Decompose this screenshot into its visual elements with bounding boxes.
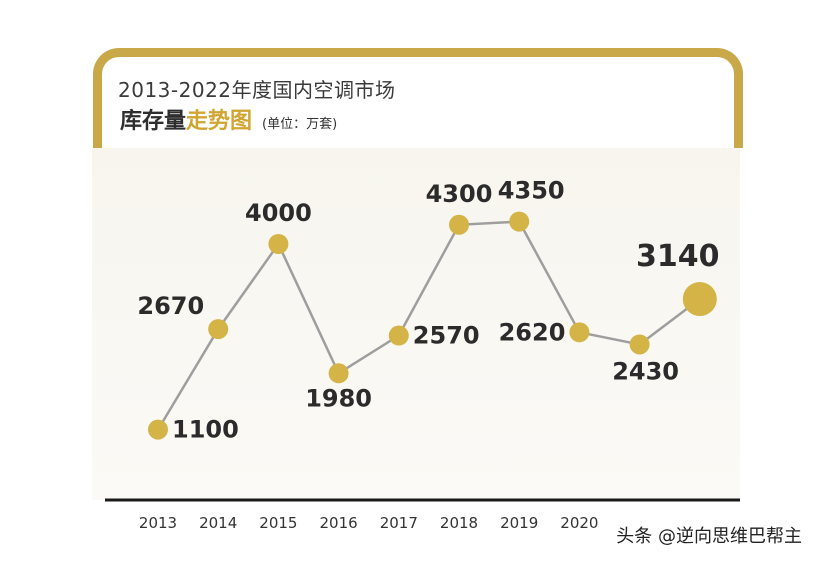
data-point-2019: [509, 211, 530, 232]
watermark-text: 头条 @逆向思维巴帮主: [616, 526, 802, 547]
data-point-2018: [449, 214, 469, 235]
chart-title: 2013-2022年度国内空调市场: [118, 78, 396, 102]
data-label-2021: 2430: [612, 357, 679, 385]
data-label-2013: 1100: [172, 416, 239, 444]
data-point-2015: [268, 234, 289, 254]
data-point-2014: [208, 319, 229, 340]
plot-area: [92, 148, 740, 500]
x-tick-2014: 2014: [199, 514, 237, 532]
x-tick-2015: 2015: [259, 514, 297, 532]
data-label-2022: 3140: [636, 239, 720, 274]
data-label-2020: 2620: [499, 318, 566, 346]
subtitle-dark: 库存量: [120, 109, 187, 134]
x-tick-2019: 2019: [500, 514, 538, 532]
data-label-2016: 1980: [305, 384, 372, 412]
x-tick-2018: 2018: [440, 514, 478, 532]
data-label-2015: 4000: [245, 199, 312, 227]
data-point-2016: [328, 363, 349, 384]
x-tick-2017: 2017: [380, 514, 418, 532]
x-tick-2013: 2013: [139, 514, 177, 532]
header-frame: [93, 48, 743, 148]
unit-label: (单位：万套): [262, 117, 338, 132]
data-point-2013: [148, 419, 168, 440]
data-label-2018: 4300: [426, 180, 493, 208]
subtitle-gold: 走势图: [186, 109, 253, 134]
data-point-2021: [629, 334, 650, 355]
data-label-2019: 4350: [498, 177, 565, 205]
x-tick-2016: 2016: [320, 514, 358, 532]
data-label-2014: 2670: [137, 292, 204, 320]
x-tick-2020: 2020: [560, 514, 598, 532]
series-line: [156, 220, 701, 431]
data-point-2022: [682, 282, 717, 317]
data-point-2017: [388, 325, 409, 346]
data-point-2020: [569, 322, 590, 343]
data-label-2017: 2570: [413, 322, 480, 350]
chart-subtitle: 库存量走势图 (单位：万套): [120, 103, 337, 135]
